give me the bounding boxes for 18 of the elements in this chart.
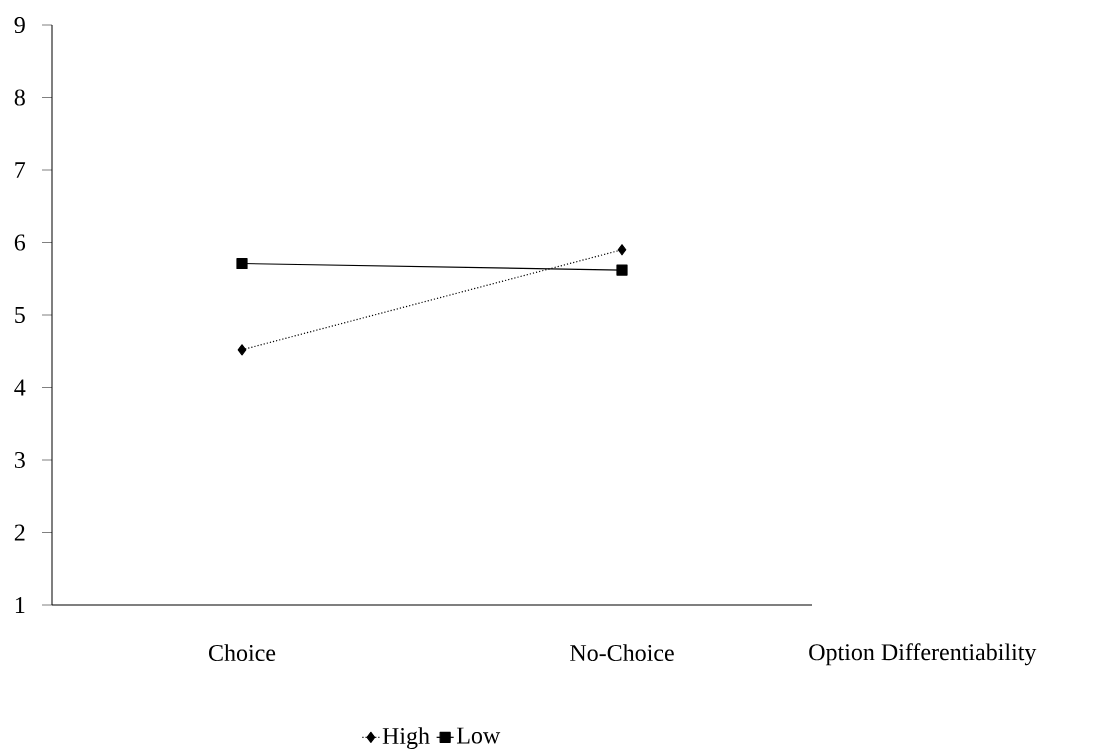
point [617, 244, 627, 256]
y-tick-label: 3 [14, 451, 25, 469]
x-tick-label: No-Choice [570, 644, 674, 662]
y-tick-label: 8 [14, 89, 25, 106]
y-tick-label: 2 [14, 524, 25, 541]
point [237, 344, 247, 356]
x-axis-title: Option Differentiability [809, 643, 1037, 666]
y-tick-label: 4 [14, 379, 26, 396]
legend-label: Low [456, 727, 501, 744]
y-tick-label: 9 [14, 16, 25, 34]
y-tick-label: 5 [15, 307, 25, 323]
y-tick-label: 6 [14, 234, 26, 251]
y-tick-label: 1 [15, 597, 25, 613]
y-tick-label: 7 [15, 162, 26, 178]
point [616, 264, 628, 276]
x-tick-label: Choice [209, 644, 276, 662]
point [236, 257, 248, 270]
legend-label: High [382, 727, 430, 750]
